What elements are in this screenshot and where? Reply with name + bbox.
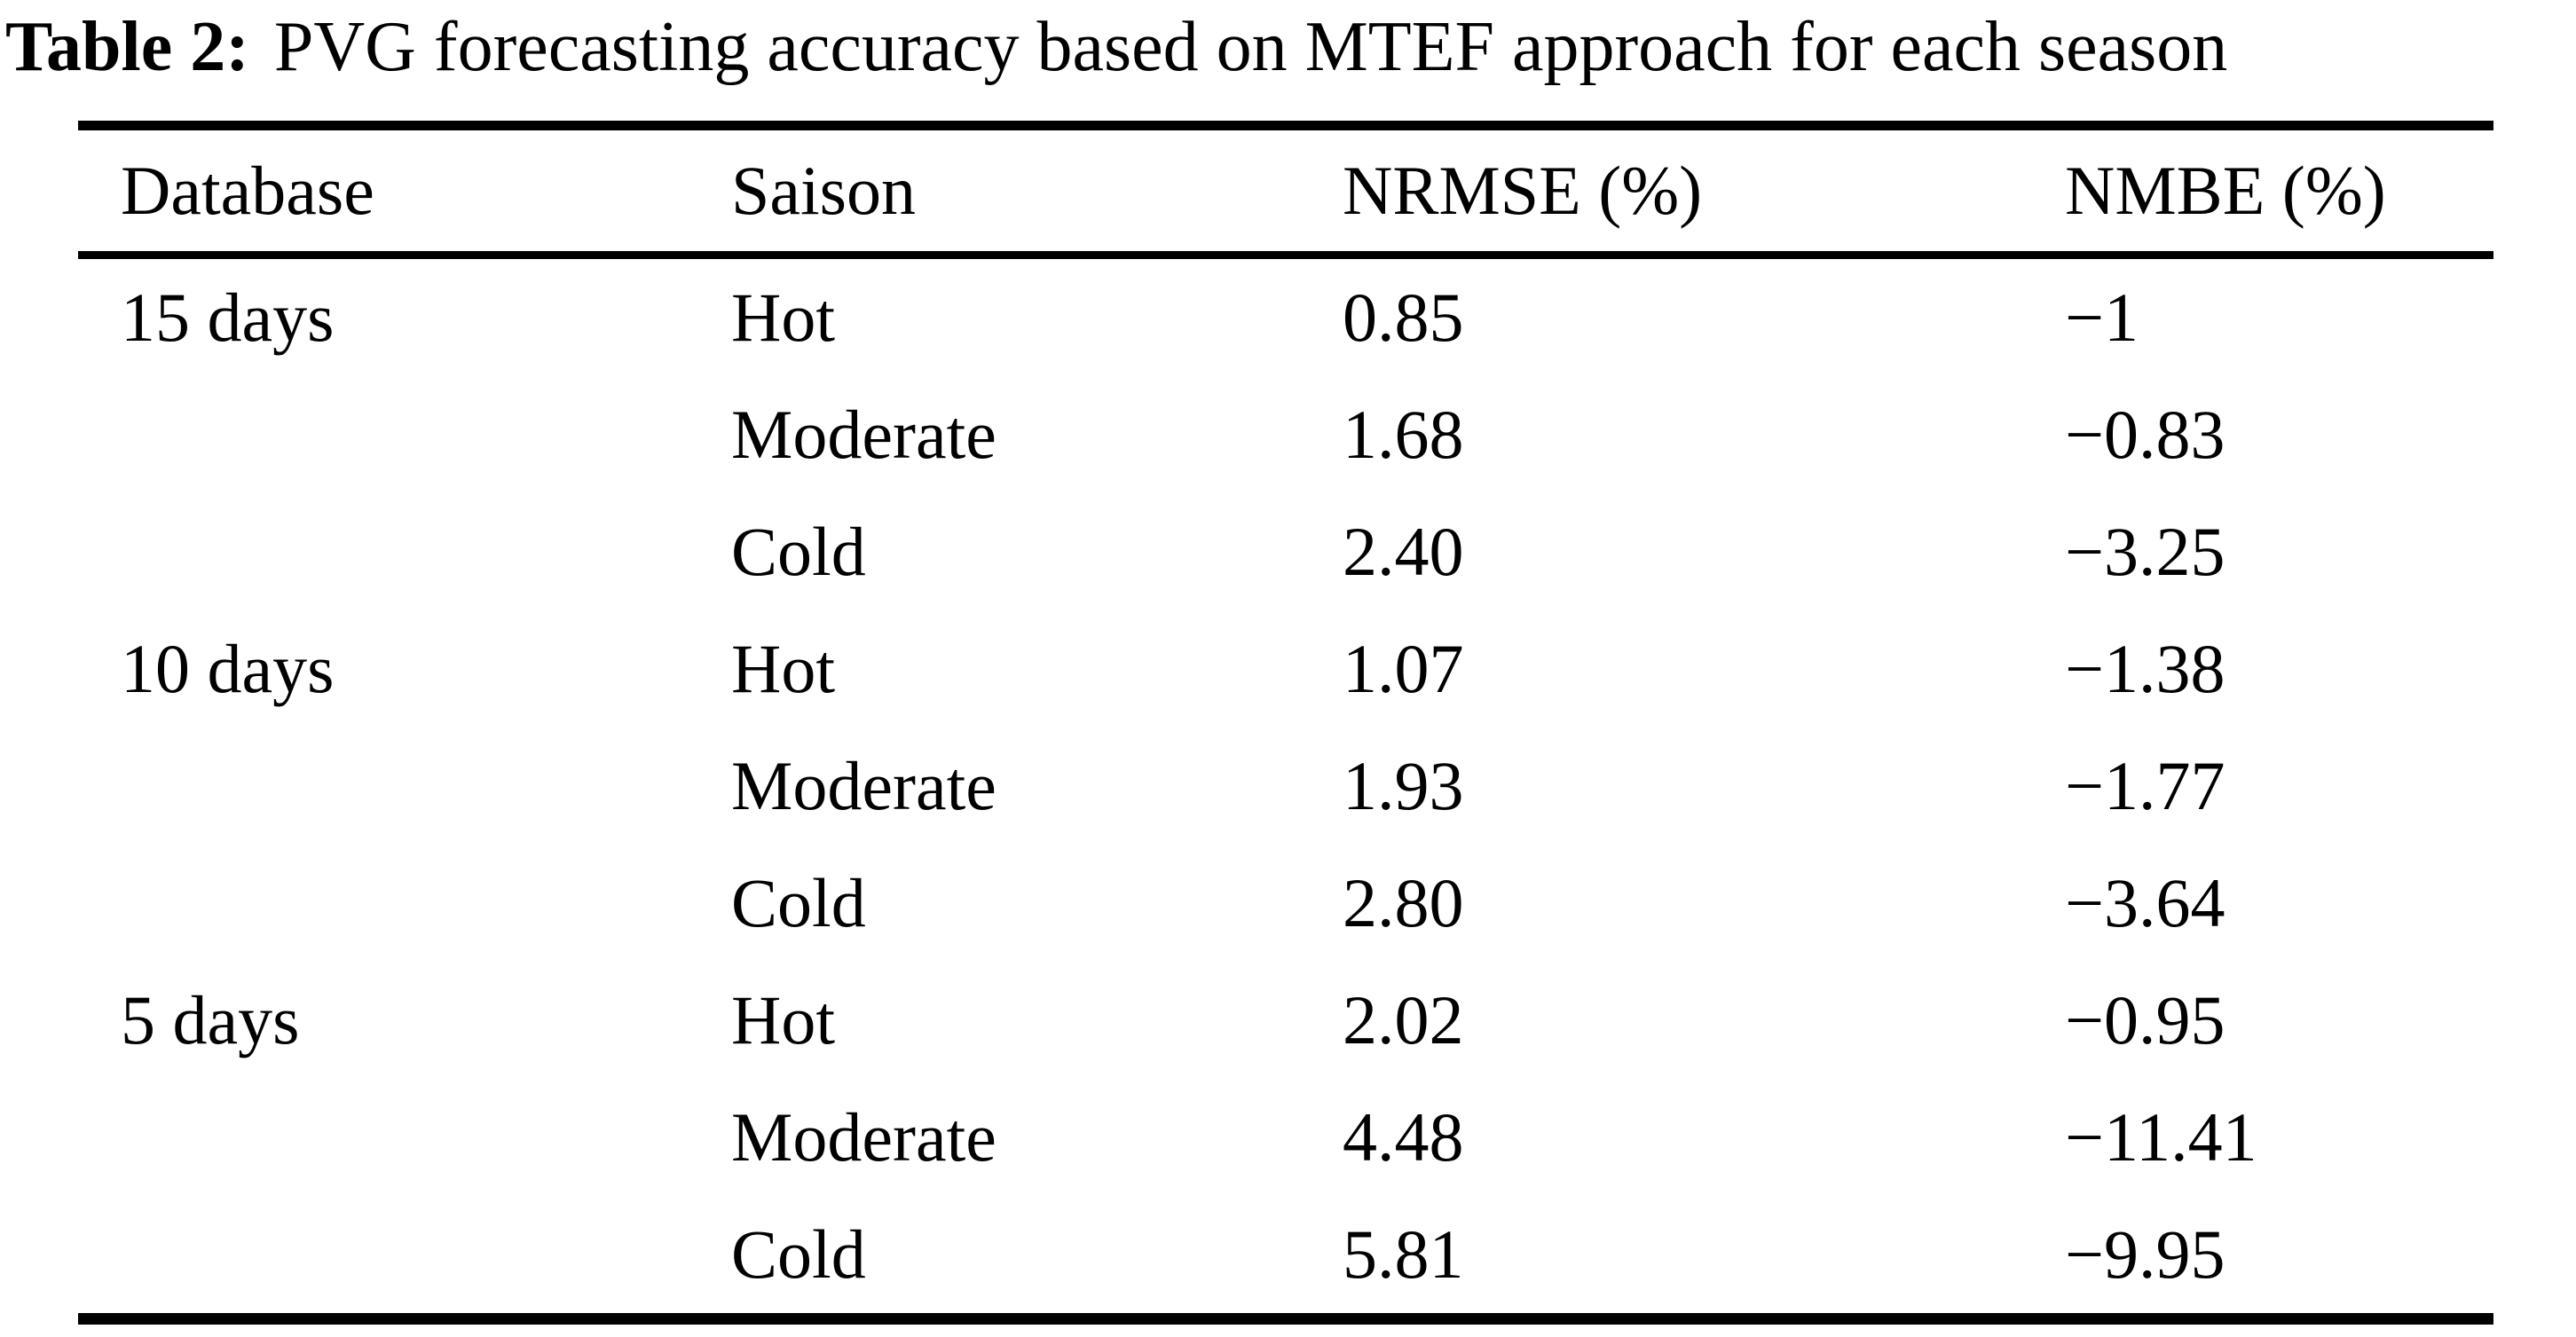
table-row: 15 days Hot 0.85 −1 [78, 259, 2493, 376]
cell-nmbe: −0.83 [2065, 396, 2225, 474]
table-caption: Table 2: PVG forecasting accuracy based o… [5, 5, 2576, 89]
cell-nmbe: −3.25 [2065, 513, 2225, 591]
column-header-nmbe: NMBE (%) [2065, 152, 2386, 230]
cell-nmbe: −3.64 [2065, 864, 2225, 942]
cell-saison: Cold [731, 1215, 866, 1294]
table-row: Moderate 4.48 −11.41 [78, 1079, 2493, 1196]
cell-saison: Cold [731, 513, 866, 591]
table-caption-number: Table 2: [5, 8, 249, 86]
cell-nrmse: 0.85 [1343, 279, 1464, 357]
cell-database: 10 days [121, 630, 335, 708]
cell-nrmse: 1.93 [1343, 747, 1464, 825]
table-row: Cold 2.80 −3.64 [78, 845, 2493, 962]
column-header-nrmse: NRMSE (%) [1343, 152, 1703, 230]
table-row: Cold 2.40 −3.25 [78, 493, 2493, 610]
cell-nmbe: −0.95 [2065, 981, 2225, 1059]
cell-nmbe: −9.95 [2065, 1215, 2225, 1294]
cell-nmbe: −1.38 [2065, 630, 2225, 708]
cell-nrmse: 2.02 [1343, 981, 1464, 1059]
cell-nrmse: 2.40 [1343, 513, 1464, 591]
table-row: 10 days Hot 1.07 −1.38 [78, 610, 2493, 727]
column-header-database: Database [121, 152, 374, 230]
table-caption-text: PVG forecasting accuracy based on MTEF a… [273, 8, 2228, 86]
cell-database: 15 days [121, 279, 335, 357]
cell-nrmse: 1.68 [1343, 396, 1464, 474]
cell-nmbe: −1.77 [2065, 747, 2225, 825]
column-header-saison: Saison [731, 152, 917, 230]
cell-nrmse: 4.48 [1343, 1098, 1464, 1176]
cell-nrmse: 2.80 [1343, 864, 1464, 942]
cell-saison: Hot [731, 279, 835, 357]
cell-nrmse: 1.07 [1343, 630, 1464, 708]
table-top-rule [78, 121, 2493, 131]
data-table: Database Saison NRMSE (%) NMBE (%) 15 da… [78, 121, 2493, 1325]
cell-saison: Moderate [731, 1098, 997, 1176]
cell-saison: Hot [731, 981, 835, 1059]
table-row: Moderate 1.68 −0.83 [78, 376, 2493, 493]
table-header-row: Database Saison NRMSE (%) NMBE (%) [78, 130, 2493, 251]
cell-saison: Moderate [731, 747, 997, 825]
cell-saison: Cold [731, 864, 866, 942]
cell-nmbe: −1 [2065, 279, 2139, 357]
cell-saison: Hot [731, 630, 835, 708]
cell-nmbe: −11.41 [2065, 1098, 2257, 1176]
table-row: Moderate 1.93 −1.77 [78, 727, 2493, 845]
table-row: 5 days Hot 2.02 −0.95 [78, 962, 2493, 1079]
table-header-rule [78, 251, 2493, 260]
table-row: Cold 5.81 −9.95 [78, 1196, 2493, 1313]
cell-database: 5 days [121, 981, 300, 1059]
cell-saison: Moderate [731, 396, 997, 474]
cell-nrmse: 5.81 [1343, 1215, 1464, 1294]
table-bottom-rule [78, 1313, 2493, 1325]
